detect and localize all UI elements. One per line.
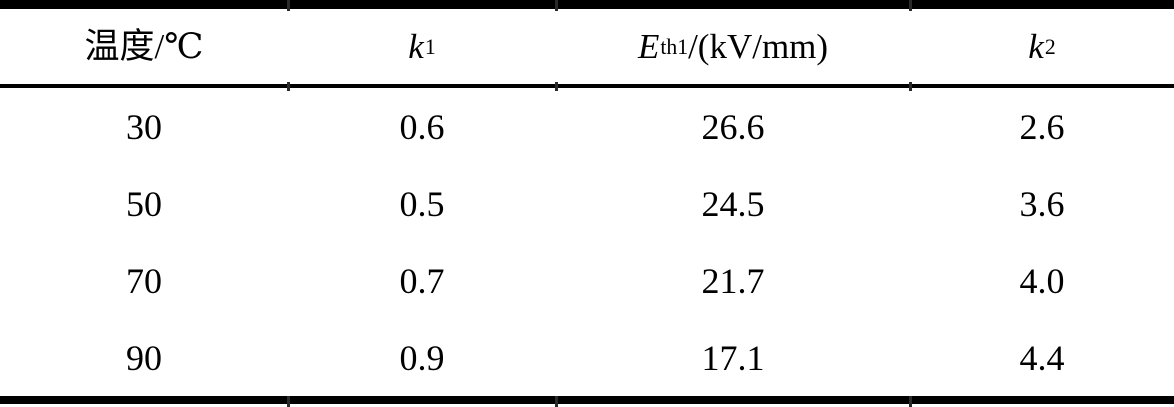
header-eth1-unit: /(kV/mm) [688, 27, 829, 66]
column-divider-tick [909, 396, 912, 407]
header-temperature: 温度/℃ [0, 9, 288, 84]
cell-k2: 4.4 [1019, 337, 1065, 378]
cell-eth1: 17.1 [701, 337, 765, 378]
cell-k1: 0.6 [399, 106, 445, 147]
table-bottom-rule [0, 396, 1174, 404]
column-divider-tick [287, 396, 290, 407]
cell-eth1: 21.7 [701, 260, 765, 301]
cell-eth1: 26.6 [701, 106, 765, 147]
cell-k2: 4.0 [1019, 260, 1065, 301]
column-divider-tick [555, 0, 558, 11]
table-top-rule [0, 0, 1174, 9]
cell-k1: 0.9 [399, 337, 445, 378]
table-row: 30 0.6 26.6 2.6 [0, 88, 1174, 165]
table-row: 50 0.5 24.5 3.6 [0, 165, 1174, 242]
column-divider-tick [909, 82, 912, 91]
column-divider-tick [555, 82, 558, 91]
header-k2-symbol: k [1028, 27, 1044, 66]
column-divider-tick [287, 0, 290, 11]
cell-temperature: 70 [126, 260, 162, 301]
table-row: 90 0.9 17.1 4.4 [0, 319, 1174, 396]
header-eth1-symbol: E [637, 27, 660, 66]
cell-k2: 3.6 [1019, 183, 1065, 224]
cell-temperature: 30 [126, 106, 162, 147]
cell-k1: 0.5 [399, 183, 445, 224]
cell-k2: 2.6 [1019, 106, 1065, 147]
column-divider-tick [909, 0, 912, 11]
table-row: 70 0.7 21.7 4.0 [0, 242, 1174, 319]
cell-temperature: 50 [126, 183, 162, 224]
header-k1-symbol: k [408, 27, 424, 66]
column-divider-tick [287, 82, 290, 91]
table-header-rule [0, 84, 1174, 88]
cell-eth1: 24.5 [701, 183, 765, 224]
cell-temperature: 90 [126, 337, 162, 378]
cell-k1: 0.7 [399, 260, 445, 301]
header-temperature-label: 温度/℃ [84, 27, 204, 66]
column-divider-tick [555, 396, 558, 407]
